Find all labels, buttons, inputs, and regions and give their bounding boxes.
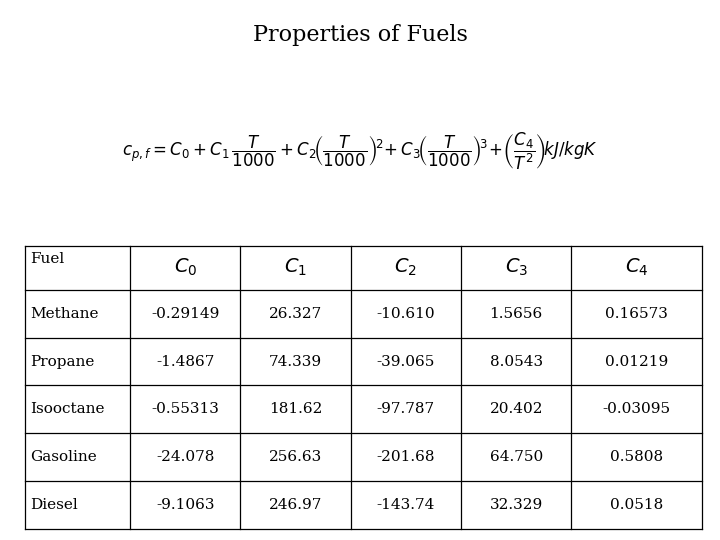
Text: $c_{p,f} = C_0 + C_1\,\dfrac{T}{1000} + C_2\!\left(\dfrac{T}{1000}\right)^{\!2}\: $c_{p,f} = C_0 + C_1\,\dfrac{T}{1000} + … xyxy=(122,131,598,172)
Text: $\mathit{C}_4$: $\mathit{C}_4$ xyxy=(625,257,649,278)
Text: 1.5656: 1.5656 xyxy=(490,307,543,321)
Text: -201.68: -201.68 xyxy=(377,450,435,464)
Text: 32.329: 32.329 xyxy=(490,498,543,512)
Text: -97.787: -97.787 xyxy=(377,402,435,416)
Text: -0.03095: -0.03095 xyxy=(603,402,671,416)
Text: 0.01219: 0.01219 xyxy=(605,354,668,368)
Text: $\mathit{C}_2$: $\mathit{C}_2$ xyxy=(395,257,418,278)
Text: -10.610: -10.610 xyxy=(377,307,435,321)
Text: Diesel: Diesel xyxy=(30,498,78,512)
Text: 246.97: 246.97 xyxy=(269,498,323,512)
Text: Gasoline: Gasoline xyxy=(30,450,97,464)
Text: 0.0518: 0.0518 xyxy=(610,498,663,512)
Text: Properties of Fuels: Properties of Fuels xyxy=(253,24,467,46)
Text: 74.339: 74.339 xyxy=(269,354,322,368)
Text: 0.16573: 0.16573 xyxy=(606,307,668,321)
Text: -39.065: -39.065 xyxy=(377,354,435,368)
Text: 0.5808: 0.5808 xyxy=(610,450,663,464)
Text: -9.1063: -9.1063 xyxy=(156,498,215,512)
Text: $\mathit{C}_1$: $\mathit{C}_1$ xyxy=(284,257,307,278)
Text: 26.327: 26.327 xyxy=(269,307,323,321)
Text: -0.29149: -0.29149 xyxy=(151,307,220,321)
Text: -1.4867: -1.4867 xyxy=(156,354,215,368)
Text: 256.63: 256.63 xyxy=(269,450,323,464)
Text: Methane: Methane xyxy=(30,307,99,321)
Text: Fuel: Fuel xyxy=(30,252,65,266)
Text: -24.078: -24.078 xyxy=(156,450,215,464)
Text: $\mathit{C}_0$: $\mathit{C}_0$ xyxy=(174,257,197,278)
Text: 20.402: 20.402 xyxy=(490,402,543,416)
Text: -143.74: -143.74 xyxy=(377,498,435,512)
Text: -0.55313: -0.55313 xyxy=(151,402,219,416)
Text: 8.0543: 8.0543 xyxy=(490,354,543,368)
Text: Propane: Propane xyxy=(30,354,94,368)
Text: Isooctane: Isooctane xyxy=(30,402,104,416)
Text: $\mathit{C}_3$: $\mathit{C}_3$ xyxy=(505,257,528,278)
Text: 181.62: 181.62 xyxy=(269,402,323,416)
Text: 64.750: 64.750 xyxy=(490,450,543,464)
